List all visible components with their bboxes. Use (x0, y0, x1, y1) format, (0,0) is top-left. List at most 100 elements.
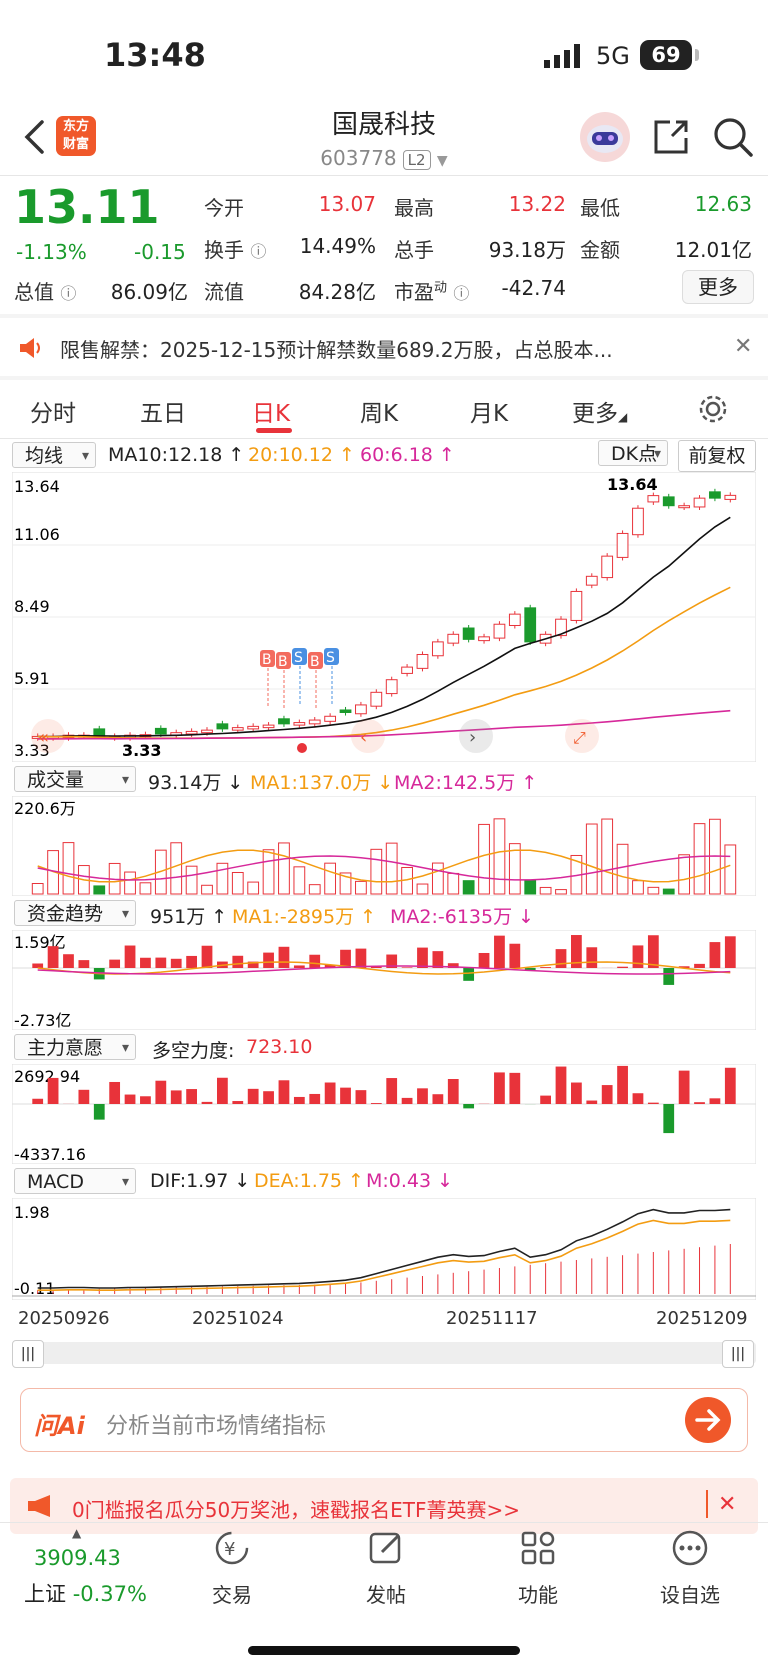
ma60-label: 60:6.18 ↑ (360, 444, 455, 466)
mktcap-label: 总值 ⓘ (14, 280, 77, 304)
candle (231, 727, 244, 731)
ma10-line (37, 516, 731, 738)
volume-select[interactable]: 成交量 (14, 766, 136, 793)
svg-text:¥: ¥ (224, 1539, 235, 1560)
nav-watchlist-settings[interactable]: 设自选 (630, 1528, 750, 1608)
mktcap-value: 86.09亿 (110, 280, 188, 304)
min-price-label: 3.33 (122, 741, 161, 760)
candle (585, 575, 598, 586)
info-icon: ⓘ (60, 284, 77, 303)
tab-five-day[interactable]: 五日 (140, 401, 186, 427)
kline-chart[interactable]: 13.64 11.06 8.49 5.91 3.33 13.64 3.33 B … (12, 472, 756, 762)
megaphone-icon (28, 1495, 50, 1517)
macd-select[interactable]: MACD (14, 1168, 136, 1195)
notice-text[interactable]: 限售解禁：2025-12-15预计解禁数量689.2万股，占总股本... (60, 338, 613, 362)
indicator-bar (262, 849, 275, 895)
indicator-bar (324, 1082, 336, 1104)
tab-more[interactable]: 更多◢ (572, 401, 628, 427)
ma-select[interactable]: 均线 (12, 442, 96, 469)
candle (632, 507, 644, 536)
range-slider-track[interactable] (12, 1342, 756, 1364)
tab-monthly-k[interactable]: 月K (470, 401, 509, 427)
indicator-bar (47, 946, 59, 968)
gear-icon[interactable] (698, 394, 728, 424)
indicator-bar (309, 1093, 321, 1104)
indicator-bar (370, 848, 383, 895)
nav-trade[interactable]: ¥ 交易 (172, 1528, 292, 1608)
stock-name: 国晟科技 (331, 110, 436, 140)
indicator-bar (678, 1070, 690, 1104)
volume-ma2: MA2:142.5万 ↑ (394, 772, 538, 794)
candle (601, 555, 614, 579)
candle (293, 722, 306, 726)
indicator-bar (309, 954, 321, 968)
more-button[interactable]: 更多 (682, 270, 754, 304)
speaker-icon (20, 338, 40, 358)
tab-daily-k[interactable]: 日K (252, 401, 291, 427)
nav-post[interactable]: 发帖 (326, 1528, 446, 1608)
indicator-bar (124, 945, 136, 968)
index-value[interactable]: 3909.43 (34, 1546, 121, 1570)
indicator-bar (339, 872, 352, 895)
ai-ask-box[interactable] (20, 1388, 748, 1452)
dk-select[interactable]: DK点 (598, 440, 668, 467)
indicator-bar (62, 842, 75, 895)
indicator-bar (293, 1096, 305, 1104)
range-handle-left[interactable]: ||| (12, 1340, 44, 1368)
range-handle-right[interactable]: ||| (722, 1340, 754, 1368)
search-icon[interactable] (712, 116, 754, 158)
main-force-chart[interactable]: 2692.94 -4337.16 (12, 1064, 756, 1164)
index-row[interactable]: 上证 -0.37% (24, 1582, 147, 1606)
ai-input-placeholder[interactable]: 分析当前市场情绪指标 (106, 1414, 327, 1439)
promo-text[interactable]: 0门槛报名瓜分50万奖池，速戳报名ETF菁英赛>> (72, 1498, 521, 1522)
y-tick-4: 5.91 (14, 669, 50, 688)
tab-intraday[interactable]: 分时 (30, 401, 76, 427)
tab-weekly-k[interactable]: 周K (360, 401, 399, 427)
indicator-bar (139, 882, 152, 895)
close-banner-icon[interactable]: ✕ (718, 1492, 737, 1517)
y-tick-top: 13.64 (14, 477, 60, 496)
indicator-bar (340, 1087, 351, 1104)
indicator-bar (494, 935, 505, 968)
macd-chart[interactable]: 1.98 -0.11 (12, 1198, 756, 1300)
adjust-button[interactable]: 前复权 (678, 440, 756, 472)
indicator-bar (217, 1077, 228, 1104)
indicator-bar (263, 1091, 274, 1104)
macd-dea: DEA:1.75 ↑ (254, 1170, 364, 1192)
pe-value: -42.74 (501, 276, 566, 300)
ai-robot-icon[interactable] (578, 110, 632, 164)
volume-chart[interactable]: 220.6万 (12, 796, 756, 896)
arrow-right-icon[interactable] (684, 1396, 732, 1444)
promo-banner[interactable] (10, 1478, 758, 1534)
indicator-bar (586, 1100, 598, 1104)
indicator-bar (355, 1090, 367, 1104)
float-value: 84.28亿 (298, 280, 376, 304)
indicator-bar (293, 866, 306, 895)
fund-select[interactable]: 资金趋势 (14, 900, 136, 927)
close-icon[interactable]: ✕ (734, 334, 753, 359)
indicator-bar (447, 1079, 459, 1104)
y-tick-bottom: 3.33 (14, 741, 50, 760)
indicator-bar (93, 1104, 105, 1120)
candle (478, 636, 490, 642)
macd-y-top: 1.98 (14, 1203, 50, 1222)
battery-icon: 69 (640, 40, 699, 70)
trade-markers: B B S B S (260, 648, 339, 753)
nav-features[interactable]: 功能 (478, 1528, 598, 1608)
marker-s-1: S (294, 650, 303, 666)
indicator-bar (585, 823, 598, 895)
share-icon[interactable] (652, 118, 690, 156)
volume-y-top: 220.6万 (14, 799, 76, 818)
indicator-bar (278, 842, 290, 895)
app-logo: 东方 财富 (56, 116, 96, 156)
stock-code-row[interactable]: 603778 L2 ▼ (0, 146, 768, 170)
y-tick-3: 8.49 (14, 597, 50, 616)
indicator-bar (417, 947, 428, 968)
fund-chart[interactable]: 1.59亿 -2.73亿 (12, 930, 756, 1030)
indicator-bar (278, 1080, 290, 1104)
candle (185, 730, 198, 735)
main-force-select[interactable]: 主力意愿 (14, 1034, 136, 1061)
high-label: 最高 (394, 196, 434, 220)
indicator-bar (386, 954, 398, 968)
back-icon[interactable] (22, 118, 46, 156)
